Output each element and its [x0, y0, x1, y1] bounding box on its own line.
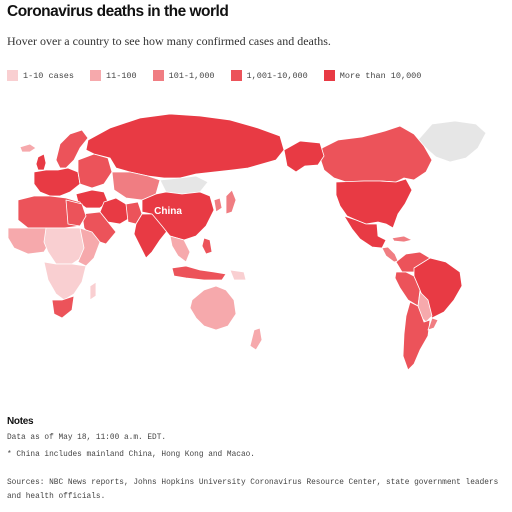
country-india[interactable]	[133, 213, 169, 259]
country-papua-new-guinea[interactable]	[229, 269, 247, 281]
note-data-date: Data as of May 18, 11:00 a.m. EDT.	[7, 434, 167, 442]
country-uk[interactable]	[35, 153, 47, 171]
country-russia[interactable]	[85, 113, 285, 179]
country-west-africa[interactable]	[7, 227, 51, 255]
country-canada[interactable]	[319, 125, 433, 183]
legend-label: 101-1,000	[168, 70, 215, 81]
country-scandinavia[interactable]	[55, 129, 89, 169]
country-iceland[interactable]	[19, 143, 37, 153]
country-indonesia[interactable]	[171, 265, 227, 281]
country-china[interactable]	[141, 191, 215, 241]
legend-label: 1,001-10,000	[246, 70, 308, 81]
legend-label: More than 10,000	[339, 70, 422, 81]
legend: 1-10 cases 11-100 101-1,000 1,001-10,000…	[7, 70, 437, 81]
legend-swatch	[90, 70, 102, 81]
country-greenland[interactable]	[417, 120, 487, 163]
country-new-zealand[interactable]	[249, 327, 263, 351]
legend-item-101-1000: 101-1,000	[152, 70, 215, 81]
country-southern-africa[interactable]	[43, 261, 87, 301]
note-sources: Sources: NBC News reports, Johns Hopkins…	[7, 479, 499, 501]
country-usa[interactable]	[335, 178, 413, 229]
legend-swatch	[152, 70, 164, 81]
country-western-europe[interactable]	[33, 167, 81, 197]
country-central-america[interactable]	[381, 246, 399, 263]
legend-item-10000-plus: More than 10,000	[323, 70, 422, 81]
legend-swatch	[230, 70, 242, 81]
country-usa-alaska[interactable]	[283, 140, 325, 173]
country-southeast-asia[interactable]	[169, 235, 191, 263]
legend-label: 1-10 cases	[23, 70, 75, 81]
country-central-africa[interactable]	[43, 227, 87, 265]
country-korea[interactable]	[213, 197, 223, 213]
note-china: * China includes mainland China, Hong Ko…	[7, 451, 255, 459]
country-mongolia[interactable]	[159, 175, 209, 195]
country-australia[interactable]	[189, 285, 237, 331]
world-map: China	[7, 113, 487, 371]
country-east-africa[interactable]	[77, 227, 101, 267]
country-eastern-europe[interactable]	[77, 153, 113, 189]
page-title: Coronavirus deaths in the world	[7, 3, 229, 20]
legend-item-1001-10000: 1,001-10,000	[230, 70, 308, 81]
country-south-africa[interactable]	[51, 295, 75, 319]
page-subtitle: Hover over a country to see how many con…	[7, 34, 331, 48]
country-argentina[interactable]	[402, 301, 431, 371]
legend-swatch	[323, 70, 335, 81]
country-philippines[interactable]	[201, 237, 213, 255]
legend-label: 11-100	[106, 70, 137, 81]
country-egypt[interactable]	[65, 199, 87, 227]
legend-swatch	[7, 70, 18, 81]
legend-item-1-10: 1-10 cases	[7, 70, 74, 81]
country-mexico[interactable]	[343, 215, 387, 249]
country-uruguay[interactable]	[427, 317, 439, 331]
legend-item-11-100: 11-100	[90, 70, 137, 81]
country-japan[interactable]	[225, 189, 237, 215]
notes-title: Notes	[7, 416, 34, 427]
country-madagascar[interactable]	[89, 281, 97, 301]
country-cuba[interactable]	[391, 235, 413, 243]
china-label: China	[154, 206, 182, 217]
